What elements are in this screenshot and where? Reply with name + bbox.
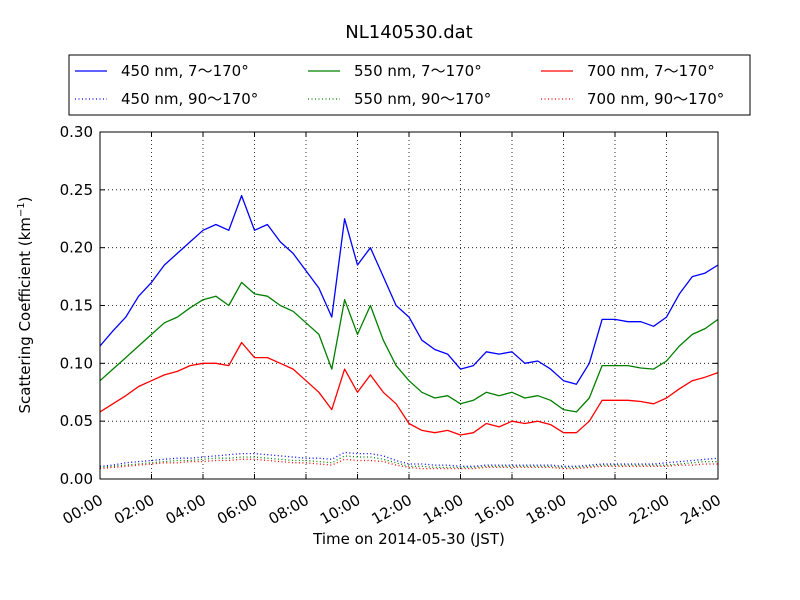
- legend-label-1: 450 nm, 7～170°: [121, 62, 249, 80]
- y-tick-label: 0.30: [60, 123, 93, 141]
- y-axis-label-close: ): [16, 196, 34, 202]
- y-axis-label-main: Scattering Coefficient (km: [16, 217, 34, 413]
- legend-label-5: 550 nm, 90～170°: [354, 90, 491, 108]
- legend-frame: [68, 54, 751, 116]
- series-layer: [99, 194, 719, 470]
- y-tick-label: 0.05: [60, 412, 93, 430]
- x-axis-label: Time on 2014-05-30 (JST): [312, 530, 505, 548]
- legend-label-6: 700 nm, 90～170°: [587, 90, 724, 108]
- y-tick-label: 0.25: [60, 181, 93, 199]
- chart-title: NL140530.dat: [345, 22, 472, 43]
- legend-label-3: 700 nm, 7～170°: [587, 62, 715, 80]
- series-line-6: [99, 458, 718, 470]
- series-line-2: [99, 281, 719, 413]
- y-axis-label: Scattering Coefficient (km−1): [16, 196, 34, 413]
- y-tick-label: 0.00: [60, 470, 93, 488]
- y-tick-label: 0.15: [60, 297, 93, 315]
- series-line-1: [99, 194, 719, 385]
- y-axis-label-superscript: −1: [16, 202, 27, 217]
- y-tick-label: 0.10: [60, 354, 93, 372]
- legend-label-4: 450 nm, 90～170°: [121, 90, 258, 108]
- legend: 450 nm, 7～170° 550 nm, 7～170° 700 nm, 7～17…: [68, 54, 751, 116]
- series-line-3: [99, 341, 719, 436]
- legend-label-2: 550 nm, 7～170°: [354, 62, 482, 80]
- grid-layer: [100, 132, 718, 479]
- series-line-5: [99, 455, 718, 469]
- y-tick-label: 0.20: [60, 239, 93, 257]
